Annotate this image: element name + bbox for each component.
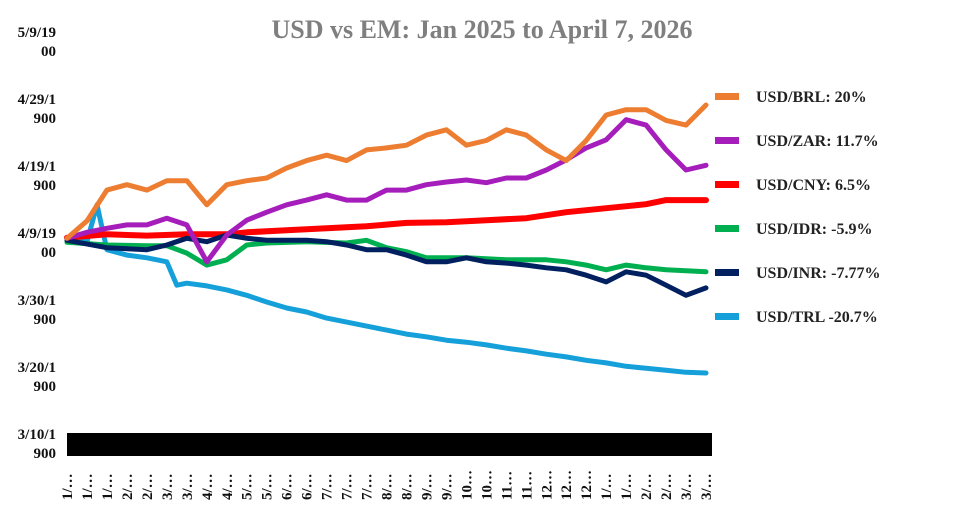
y-tick-label: 4/9/19 00 — [18, 226, 56, 261]
legend-swatch — [715, 181, 739, 188]
x-tick-label: 10… — [479, 470, 495, 500]
series-line-usd-cny — [64, 197, 709, 241]
x-tick-label: 7/… — [340, 473, 356, 500]
chart-title: USD vs EM: Jan 2025 to April 7, 2026 — [271, 15, 692, 44]
x-tick-label: 2/… — [639, 473, 655, 500]
x-tick-label: 3/… — [679, 473, 695, 500]
x-tick-label: 7/… — [320, 473, 336, 500]
y-tick-label: 5/9/19 00 — [18, 25, 56, 60]
x-tick-label: 12… — [559, 470, 575, 500]
x-tick-label: 6/… — [280, 473, 296, 500]
y-tick-label: 4/29/1 900 — [18, 92, 56, 127]
legend-swatch — [715, 93, 739, 100]
x-tick-label: 1/… — [100, 473, 116, 500]
legend-label: USD/CNY: 6.5% — [756, 177, 871, 194]
legend-label: USD/TRL -20.7% — [756, 309, 878, 326]
x-tick-label: 2/… — [120, 473, 136, 500]
legend-swatch — [715, 137, 739, 144]
x-tick-label: 8/… — [380, 473, 396, 500]
x-tick-label: 2/… — [659, 473, 675, 500]
x-tick-label: 2/… — [140, 473, 156, 500]
x-tick-label: 1/… — [619, 473, 635, 500]
x-tick-label: 3/… — [180, 473, 196, 500]
x-tick-label: 4/… — [200, 473, 216, 500]
x-tick-label: 12… — [579, 470, 595, 500]
y-tick-label: 3/20/1 900 — [18, 360, 56, 395]
legend-label: USD/INR: -7.77% — [756, 265, 880, 282]
legend-label: USD/IDR: -5.9% — [756, 221, 872, 238]
x-tick-label: 9/… — [439, 473, 455, 500]
y-tick-label: 3/10/1 900 — [18, 427, 56, 462]
x-tick-label: 12… — [539, 470, 555, 500]
x-tick-label: 1/… — [60, 473, 76, 500]
y-tick-label: 3/30/1 900 — [18, 293, 56, 328]
x-tick-label: 3/… — [699, 473, 715, 500]
x-tick-label: 10… — [459, 470, 475, 500]
x-tick-label: 9/… — [419, 473, 435, 500]
x-tick-label: 1/… — [599, 473, 615, 500]
x-tick-label: 5/… — [260, 473, 276, 500]
x-tick-label: 8/… — [399, 473, 415, 500]
y-tick-label: 4/19/1 900 — [18, 159, 56, 194]
legend-swatch — [715, 225, 739, 232]
legend-swatch — [715, 313, 739, 320]
x-tick-label: 11… — [519, 471, 535, 500]
series-line-usd-idr — [64, 237, 709, 275]
x-tick-label: 6/… — [300, 473, 316, 500]
x-tick-label: 11… — [499, 471, 515, 500]
legend-label: USD/BRL: 20% — [756, 89, 867, 106]
series-line-usd-zar — [64, 117, 709, 265]
legend-label: USD/ZAR: 11.7% — [756, 133, 879, 150]
x-axis-bar — [67, 433, 712, 456]
series-line-usd-brl — [64, 102, 709, 241]
series-line-usd-trl — [64, 202, 709, 376]
x-tick-label: 1/… — [80, 473, 96, 500]
x-tick-label: 5/… — [240, 473, 256, 500]
x-tick-label: 4/… — [220, 473, 236, 500]
series-line-usd-inr — [64, 232, 709, 298]
x-tick-label: 3/… — [160, 473, 176, 500]
legend-swatch — [715, 269, 739, 276]
x-tick-label: 7/… — [360, 473, 376, 500]
